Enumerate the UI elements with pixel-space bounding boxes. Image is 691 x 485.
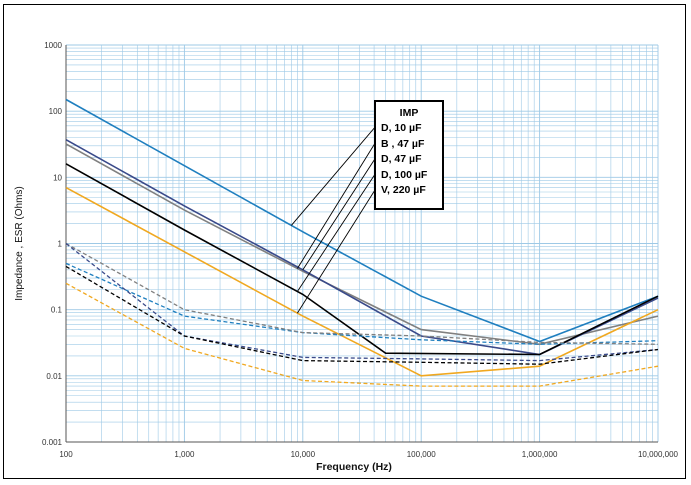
impedance-line-1 [65,143,659,346]
esr-line-8 [65,265,659,365]
chart-frame [3,4,686,479]
x-tick-label: 100,000 [407,450,436,459]
legend-entry-d-47uf: D, 47 µF [381,153,422,166]
x-tick-label: 1,000 [174,450,195,459]
x-tick-label: 10,000,000 [638,450,679,459]
x-tick-label: 10,000 [291,450,316,459]
legend-pointer-line [302,156,377,271]
impedance-line-4 [65,186,659,377]
esr-line-9 [65,282,659,387]
legend-pointer-line [297,188,377,314]
legend-pointer-line [290,125,377,226]
legend-entry-d-100uf: D, 100 µF [381,168,428,181]
y-tick-label: 0.1 [51,306,63,315]
legend-pointer-line [296,141,377,269]
legend-entry-d-10uf: D, 10 µF [381,122,422,134]
legend-entry-b-47uf: B , 47 µF [381,137,425,150]
legend: IMP D, 10 µF B , 47 µF D, 47 µF D, 100 µ… [374,100,444,210]
impedance-line-2 [65,139,659,356]
esr-line-6 [65,242,659,345]
y-tick-label: 100 [49,107,63,116]
y-axis-title: Impedance , ESR (Ohms) [14,186,25,300]
esr-line-7 [65,242,659,362]
esr-line-5 [65,262,659,345]
x-tick-label: 1,000,000 [522,450,558,459]
y-tick-label: 1000 [44,41,62,50]
y-tick-label: 0.01 [46,372,62,381]
impedance-line-0 [65,98,659,343]
x-tick-label: 100 [59,450,73,459]
legend-entry-v-220uf: V, 220 µF [381,184,426,197]
y-tick-label: 10 [53,173,62,182]
x-axis-title: Frequency (Hz) [316,461,392,473]
impedance-line-3 [65,163,659,356]
y-tick-label: 0.001 [42,438,63,447]
y-tick-label: 1 [58,240,63,249]
legend-title: IMP [399,107,419,119]
legend-pointer-line [297,172,377,292]
grid [65,44,659,443]
